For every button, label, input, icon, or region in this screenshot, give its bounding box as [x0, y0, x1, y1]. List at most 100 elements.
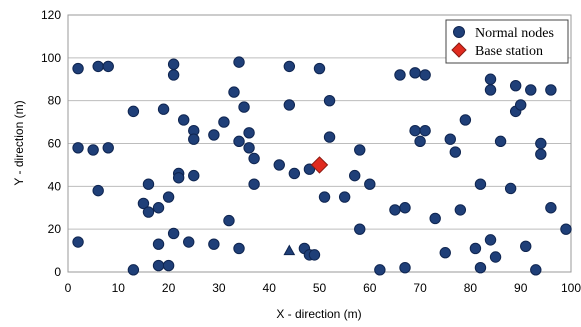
normal-node-point	[208, 129, 220, 141]
normal-node-point	[354, 223, 366, 235]
normal-node-point	[102, 142, 114, 154]
normal-node-point	[92, 184, 104, 197]
normal-node-point	[560, 223, 572, 235]
normal-node-point	[233, 56, 245, 68]
normal-node-point	[399, 202, 411, 214]
plot-frame	[67, 14, 572, 273]
normal-node-point	[188, 169, 200, 182]
normal-node-point	[389, 204, 401, 216]
normal-node-point	[167, 69, 180, 81]
triangle-point	[283, 244, 296, 256]
normal-node-point	[167, 58, 180, 70]
normal-node-point	[414, 135, 426, 148]
normal-node-point	[409, 124, 421, 137]
normal-node-point	[283, 60, 296, 73]
normal-node-point	[484, 84, 497, 96]
y-tick-label: 60	[48, 137, 62, 151]
legend-box	[445, 19, 569, 64]
x-tick-label: 0	[65, 281, 72, 295]
normal-node-point	[504, 182, 517, 195]
normal-node-point	[233, 135, 245, 148]
y-axis-title: Y - direction (m)	[12, 100, 26, 185]
x-tick-label: 60	[363, 281, 377, 295]
x-tick-label: 100	[561, 281, 581, 295]
normal-node-point	[459, 114, 472, 126]
normal-node-point	[449, 146, 462, 158]
tick-labels: 0 20 40 60 80 100 120 0 10 20 30 40 50 60 70 80 90 100	[41, 8, 581, 295]
y-tick-label: 20	[48, 222, 62, 236]
y-tick-label: 80	[48, 94, 62, 108]
normal-node-point	[177, 114, 190, 126]
y-tick-label: 120	[41, 8, 61, 22]
normal-node-point	[419, 69, 431, 81]
normal-node-point	[157, 103, 170, 115]
normal-node-point	[364, 178, 376, 190]
normal-node-point	[248, 178, 260, 190]
normal-node-point	[535, 148, 547, 160]
normal-node-point	[188, 133, 200, 145]
normal-node-point	[474, 178, 487, 190]
normal-node-point	[303, 163, 316, 175]
normal-node-point	[429, 212, 441, 225]
normal-node-point	[454, 204, 467, 216]
normal-node-point	[92, 60, 104, 73]
normal-node-point	[233, 242, 245, 255]
normal-node-point	[172, 172, 185, 184]
normal-node-point	[72, 142, 84, 154]
normal-node-point	[545, 202, 557, 214]
normal-node-point	[228, 86, 240, 98]
normal-node-point	[308, 249, 321, 261]
normal-node-point	[162, 259, 175, 272]
normal-node-point	[439, 247, 451, 259]
normal-node-point	[127, 105, 140, 118]
normal-node-point	[419, 124, 431, 137]
normal-node-point	[484, 73, 497, 85]
x-axis-title: X - direction (m)	[276, 307, 361, 321]
x-tick-label: 30	[212, 281, 226, 295]
y-tick-label: 0	[54, 265, 61, 279]
normal-node-point	[354, 144, 366, 156]
x-tick-label: 40	[263, 281, 277, 295]
normal-node-point	[318, 191, 331, 203]
normal-node-point	[87, 144, 99, 156]
normal-node-point	[218, 116, 230, 128]
legend-normal-marker	[453, 26, 465, 38]
normal-node-point	[469, 242, 482, 255]
normal-node-point	[374, 264, 386, 276]
normal-node-point	[137, 197, 150, 210]
normal-node-point	[288, 167, 301, 180]
x-tick-label: 80	[464, 281, 478, 295]
normal-node-point	[162, 191, 175, 203]
normal-node-point	[152, 259, 165, 272]
normal-node-point	[474, 262, 487, 274]
x-tick-label: 50	[313, 281, 327, 295]
normal-node-point	[243, 142, 255, 154]
y-tick-label: 100	[41, 51, 61, 65]
normal-node-point	[248, 152, 260, 165]
normal-node-point	[238, 101, 250, 113]
normal-node-point	[535, 137, 547, 150]
normal-node-point	[349, 169, 361, 182]
normal-node-point	[152, 202, 165, 214]
normal-node-point	[102, 60, 114, 73]
normal-node-point	[494, 135, 507, 148]
legend-base-marker	[451, 42, 467, 58]
normal-node-point	[183, 236, 195, 248]
normal-node-point	[72, 62, 84, 75]
normal-node-point	[509, 79, 522, 92]
normal-node-point	[338, 191, 351, 203]
x-tick-label: 90	[514, 281, 528, 295]
normal-node-point	[399, 262, 411, 274]
normal-node-point	[127, 264, 140, 276]
normal-node-point	[142, 178, 155, 190]
base-station-point	[310, 156, 329, 174]
normal-node-point	[323, 94, 336, 107]
normal-node-point	[313, 62, 326, 75]
normal-node-point	[283, 99, 296, 111]
normal-node-point	[525, 84, 537, 96]
normal-node-point	[323, 131, 336, 143]
x-tick-label: 20	[162, 281, 176, 295]
normal-node-point	[530, 264, 542, 276]
normal-node-point	[515, 99, 527, 111]
